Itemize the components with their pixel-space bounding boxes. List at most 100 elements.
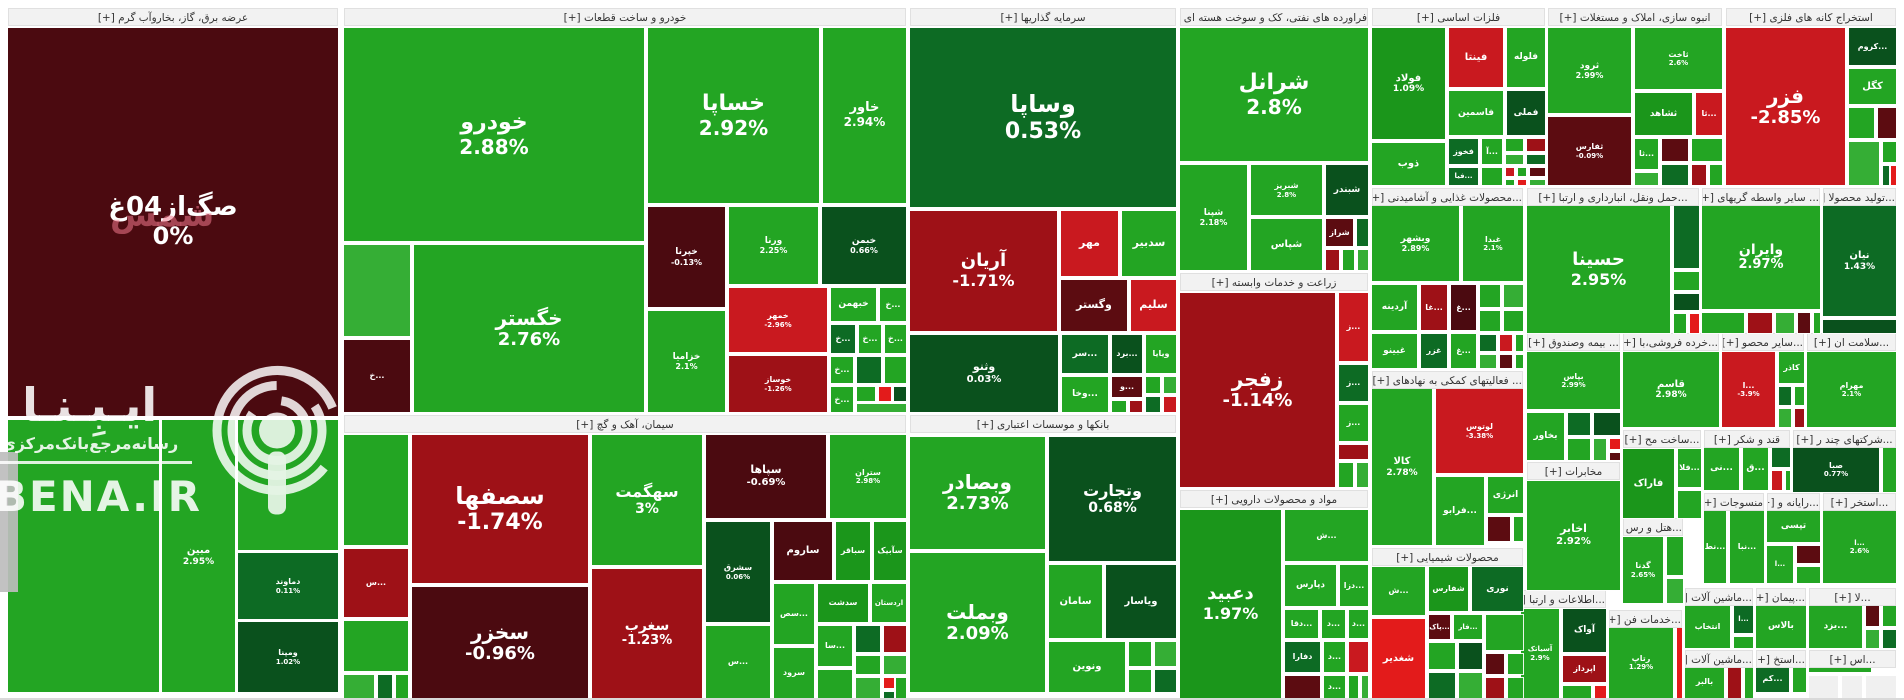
stock-tile-small[interactable]: [1530, 180, 1545, 185]
stock-tile[interactable]: ...خ: [831, 325, 855, 353]
stock-tile[interactable]: لوتوس -3.38%: [1436, 389, 1523, 473]
stock-tile-small[interactable]: [1678, 491, 1701, 518]
stock-tile[interactable]: ...فلا: [1678, 449, 1701, 487]
sector-header[interactable]: فراورده های نفتی، کک و سوخت هسته ای [+]: [1180, 8, 1368, 26]
stock-tile-small[interactable]: [1866, 630, 1879, 648]
stock-tile-small[interactable]: [1459, 643, 1482, 669]
sector-header[interactable]: ...اس [+]: [1809, 650, 1896, 668]
stock-tile-small[interactable]: [344, 675, 374, 698]
stock-tile[interactable]: ...وخا: [1062, 377, 1108, 412]
stock-tile[interactable]: ...دقا: [1285, 610, 1318, 638]
stock-tile-small[interactable]: [1891, 166, 1896, 185]
stock-tile-small[interactable]: [1883, 142, 1896, 162]
stock-tile-small[interactable]: [1480, 335, 1496, 351]
stock-tile-small[interactable]: [1500, 335, 1512, 351]
stock-tile-small[interactable]: [1326, 250, 1339, 270]
stock-tile-small[interactable]: [1429, 673, 1455, 698]
stock-tile-small[interactable]: [1809, 676, 1838, 698]
stock-tile-small[interactable]: [1480, 311, 1500, 331]
stock-tile[interactable]: فلوله: [1507, 28, 1545, 87]
stock-tile-small[interactable]: [1594, 413, 1620, 435]
stock-tile[interactable]: شرانل 2.8%: [1180, 28, 1368, 161]
stock-tile[interactable]: آواک: [1563, 609, 1606, 652]
stock-tile[interactable]: دماوند 0.11%: [238, 553, 338, 619]
stock-tile-small[interactable]: [1339, 445, 1368, 459]
stock-tile-small[interactable]: [1809, 665, 1871, 672]
stock-tile-small[interactable]: [1480, 285, 1500, 307]
stock-tile[interactable]: ...خ: [344, 340, 410, 412]
stock-tile-small[interactable]: [1814, 313, 1820, 333]
stock-tile[interactable]: شفارس: [1429, 567, 1468, 611]
stock-tile-small[interactable]: [1795, 387, 1804, 405]
stock-tile[interactable]: ستران 2.98%: [830, 435, 906, 518]
stock-tile[interactable]: ...فرابو: [1436, 477, 1484, 545]
stock-tile[interactable]: فملی: [1507, 91, 1545, 135]
stock-tile-small[interactable]: [1745, 665, 1753, 698]
stock-tile-small[interactable]: [1146, 397, 1160, 412]
stock-tile[interactable]: ...سا: [818, 626, 852, 666]
stock-tile-small[interactable]: [884, 692, 894, 698]
stock-tile[interactable]: ...غا: [1421, 285, 1447, 330]
sector-header[interactable]: مواد و محصولات دارویی [+]: [1180, 490, 1368, 508]
stock-tile-small[interactable]: [1779, 387, 1791, 405]
stock-tile[interactable]: نوری: [1472, 567, 1523, 611]
stock-tile[interactable]: ویاسار: [1106, 565, 1176, 638]
stock-tile[interactable]: وایران 2.97%: [1702, 206, 1820, 309]
stock-tile-small[interactable]: [1486, 615, 1523, 650]
stock-tile[interactable]: ...ا: [1734, 605, 1753, 633]
stock-tile[interactable]: شپاس: [1251, 219, 1322, 270]
stock-tile[interactable]: ...پاک: [1429, 615, 1450, 639]
sector-header[interactable]: ...رایانه و [+]: [1767, 493, 1820, 511]
stock-tile-small[interactable]: [1516, 335, 1523, 351]
stock-tile-small[interactable]: [378, 675, 392, 698]
stock-tile-small[interactable]: [1504, 311, 1523, 331]
stock-tile-small[interactable]: [856, 656, 880, 674]
stock-tile[interactable]: ...کم: [1756, 665, 1789, 692]
sector-header[interactable]: زراعت و خدمات وابسته [+]: [1180, 273, 1368, 291]
sector-header[interactable]: ...لا [+]: [1809, 588, 1896, 606]
sector-header[interactable]: ...خرده فروشی،با [+]: [1623, 333, 1719, 351]
stock-tile-small[interactable]: [1610, 453, 1620, 460]
stock-tile[interactable]: اپرداز: [1563, 656, 1606, 682]
stock-tile[interactable]: شغدیر: [1372, 619, 1425, 698]
stock-tile[interactable]: خساپا 2.92%: [648, 28, 819, 203]
stock-tile[interactable]: زفجر -1.14%: [1180, 293, 1335, 487]
stock-tile-small[interactable]: [1702, 313, 1744, 333]
stock-tile-small[interactable]: [857, 404, 906, 412]
stock-tile[interactable]: غبینو: [1372, 334, 1417, 368]
sector-header[interactable]: ...استخر [+]: [1823, 493, 1896, 511]
sector-header[interactable]: ...شرکتهای چند ر [+]: [1793, 430, 1896, 448]
stock-tile-small[interactable]: [1710, 165, 1722, 185]
stock-tile[interactable]: سآبیک: [874, 522, 906, 580]
stock-tile[interactable]: ...ش: [1285, 510, 1368, 561]
stock-tile-small[interactable]: [1866, 605, 1879, 626]
stock-tile[interactable]: دفارا: [1285, 642, 1320, 672]
stock-tile-small[interactable]: [1734, 637, 1753, 648]
sector-header[interactable]: فلزات اساسی [+]: [1372, 8, 1545, 26]
stock-tile-small[interactable]: [1164, 377, 1176, 393]
stock-tile-small[interactable]: [818, 670, 852, 698]
stock-tile-small[interactable]: [1506, 180, 1514, 185]
sector-header[interactable]: منسوجات [+]: [1704, 493, 1764, 511]
stock-tile[interactable]: آسیاتک 2.9%: [1521, 609, 1559, 698]
stock-tile[interactable]: شبریز 2.8%: [1251, 165, 1322, 215]
stock-tile-small[interactable]: [1692, 139, 1722, 161]
stock-tile[interactable]: ...و: [1112, 377, 1142, 397]
stock-tile-small[interactable]: [1527, 155, 1545, 164]
stock-tile[interactable]: شپنا 2.18%: [1180, 165, 1247, 270]
stock-tile[interactable]: ...خ: [859, 325, 881, 353]
stock-tile-small[interactable]: [857, 357, 881, 383]
stock-tile[interactable]: ...ثا: [1696, 93, 1722, 135]
sector-header[interactable]: خودرو و ساخت قطعات [+]: [344, 8, 906, 26]
stock-tile[interactable]: کالا 2.78%: [1372, 389, 1432, 545]
sector-header[interactable]: ... فعالیتهای کمکی به نهادهای [+]: [1372, 371, 1523, 389]
stock-tile[interactable]: ...س: [706, 626, 770, 698]
sector-header[interactable]: ...سلامت ان [+]: [1807, 333, 1896, 351]
stock-tile-small[interactable]: [1797, 546, 1820, 563]
stock-tile-small[interactable]: [1776, 313, 1794, 333]
stock-tile[interactable]: وگستر: [1061, 280, 1127, 331]
stock-tile-small[interactable]: [1568, 413, 1590, 435]
stock-tile-small[interactable]: [1362, 676, 1368, 698]
stock-tile[interactable]: سهگمت 3%: [592, 435, 702, 565]
stock-tile[interactable]: ...غ: [1451, 334, 1476, 368]
